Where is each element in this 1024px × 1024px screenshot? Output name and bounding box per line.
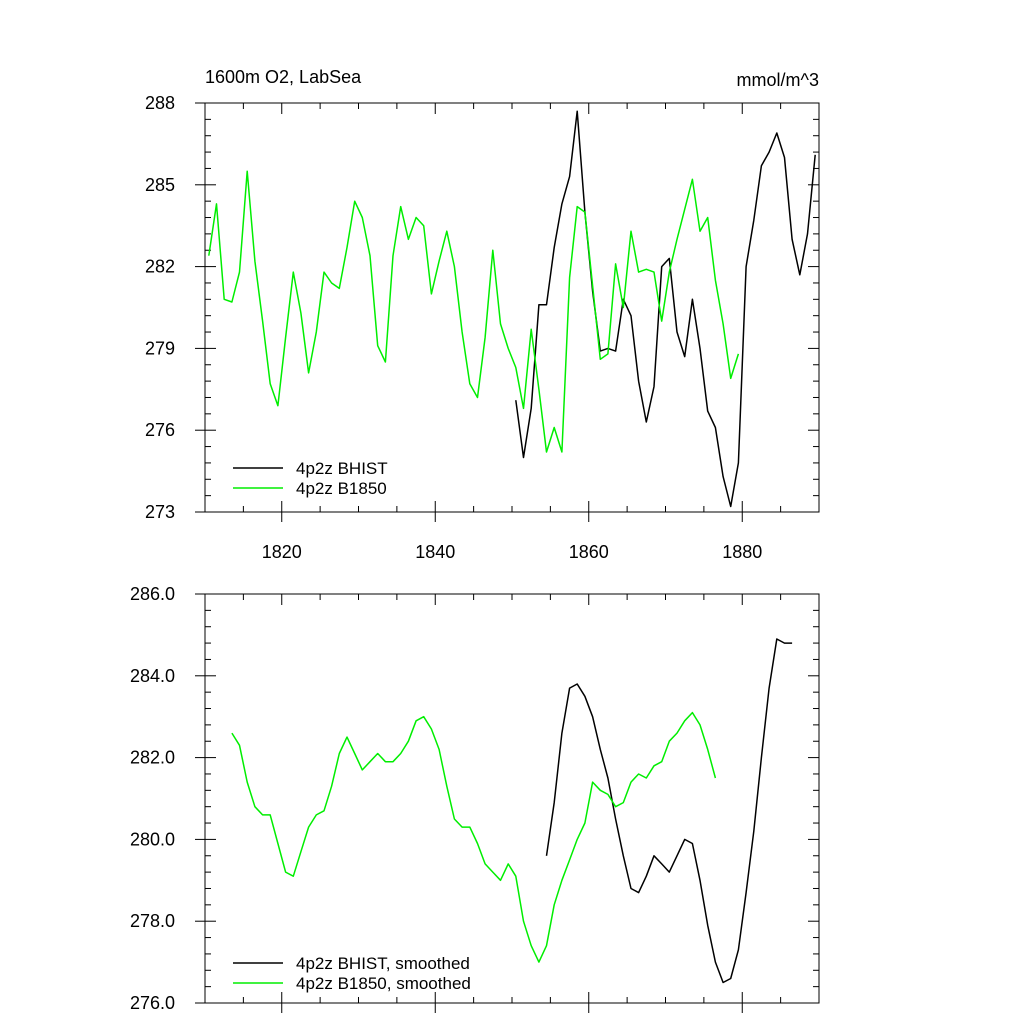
- y-tick-label: 278.0: [130, 911, 175, 931]
- x-tick-label: 1860: [569, 542, 609, 562]
- x-tick-label: 1840: [415, 542, 455, 562]
- top-series-group: [208, 110, 816, 508]
- bottom-plot-frame: [204, 593, 820, 1004]
- series-line-1: [208, 170, 740, 453]
- bottom-axis-ticks: 276.0 278.0 280.0 282.0 284.0 286.0: [130, 584, 819, 1013]
- top-axis-ticks: 1820 1840 1860 1880 273 276 279 282 285 288: [145, 93, 819, 562]
- series-line-1: [231, 711, 717, 963]
- series-line-0: [545, 638, 793, 984]
- top-chart-units: mmol/m^3: [737, 70, 819, 90]
- y-tick-label: 280.0: [130, 829, 175, 849]
- legend-label: 4p2z BHIST, smoothed: [296, 954, 470, 973]
- y-tick-label: 279: [145, 338, 175, 358]
- series-line-0: [515, 110, 816, 508]
- y-tick-label: 285: [145, 175, 175, 195]
- y-tick-label: 273: [145, 502, 175, 522]
- y-tick-label: 276.0: [130, 993, 175, 1013]
- x-tick-label: 1820: [262, 542, 302, 562]
- y-tick-label: 282: [145, 257, 175, 277]
- y-tick-label: 282.0: [130, 748, 175, 768]
- top-chart-title: 1600m O2, LabSea: [205, 67, 362, 87]
- legend-label: 4p2z B1850, smoothed: [296, 974, 471, 993]
- bottom-series-group: [231, 638, 793, 984]
- legend-label: 4p2z BHIST: [296, 459, 388, 478]
- legend-label: 4p2z B1850: [296, 479, 387, 498]
- x-tick-label: 1880: [722, 542, 762, 562]
- y-tick-label: 286.0: [130, 584, 175, 604]
- bottom-panel: 276.0 278.0 280.0 282.0 284.0 286.0 4p2z BHIS…: [130, 584, 820, 1013]
- y-tick-label: 276: [145, 420, 175, 440]
- top-plot-frame: [204, 102, 820, 513]
- y-tick-label: 284.0: [130, 666, 175, 686]
- top-panel: 1600m O2, LabSea mmol/m^3 1820 1840 1860 18…: [145, 67, 820, 562]
- y-tick-label: 288: [145, 93, 175, 113]
